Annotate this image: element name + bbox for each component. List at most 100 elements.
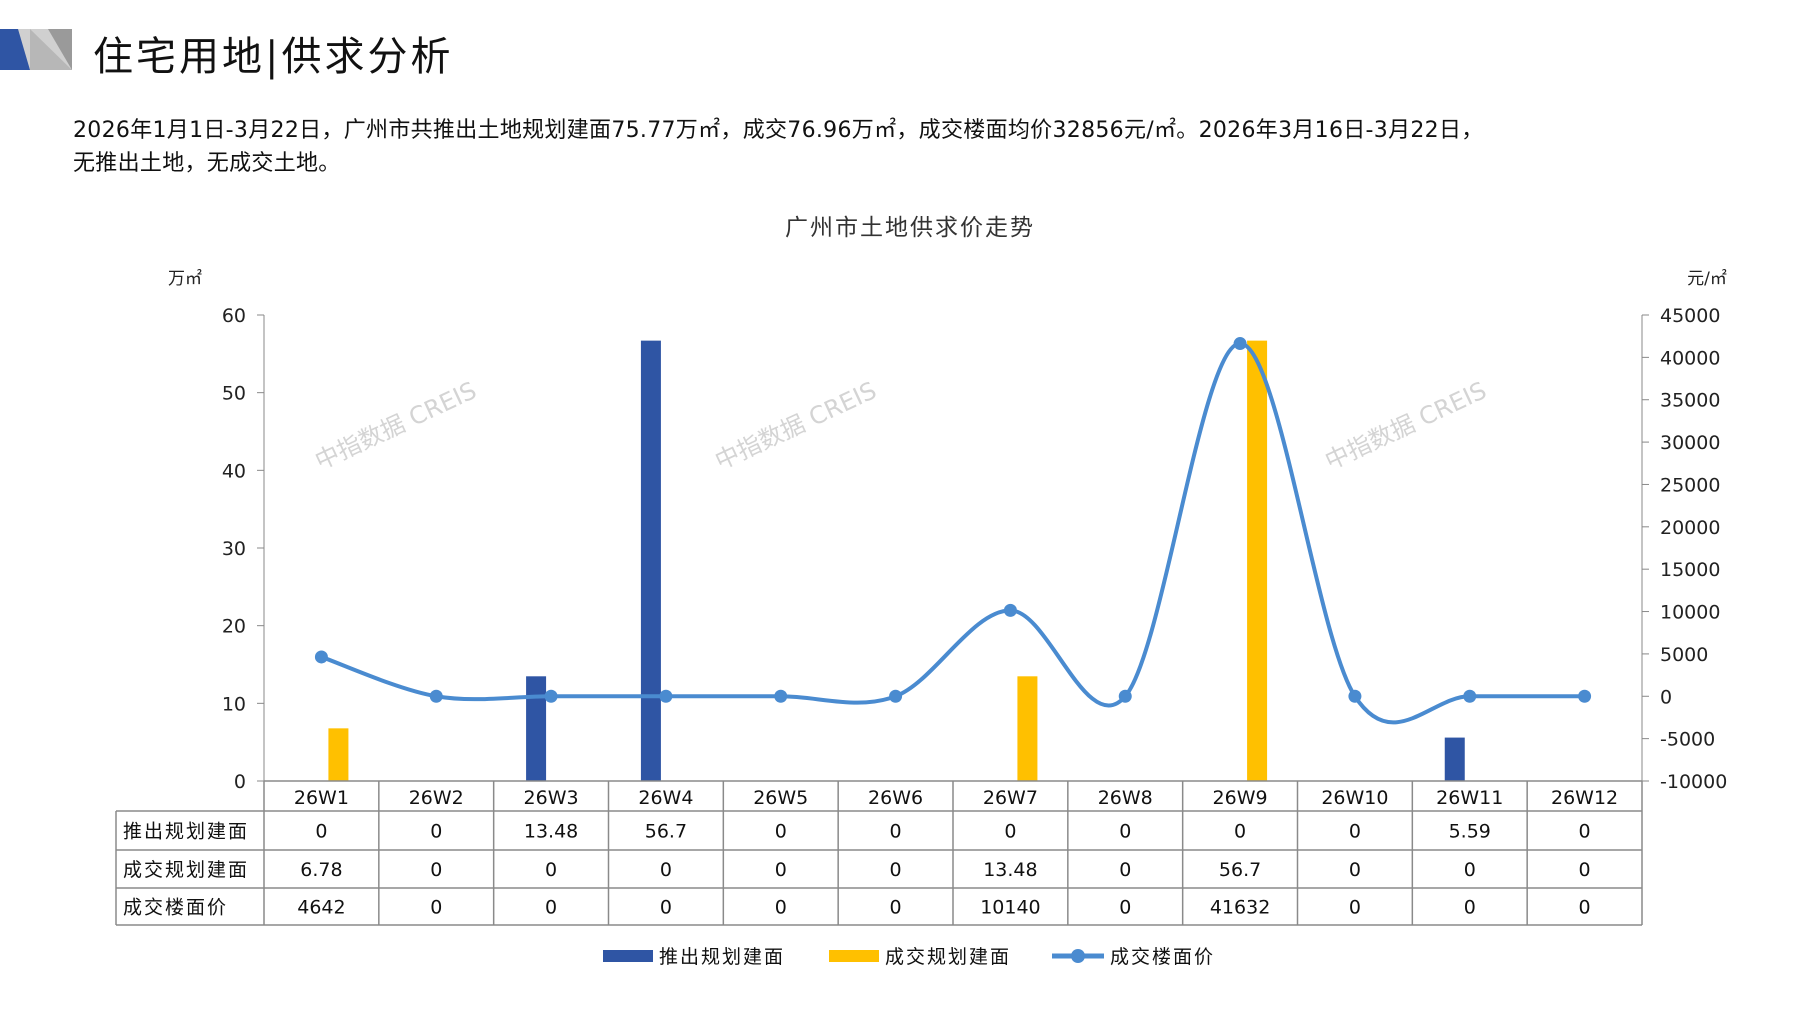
table-cell: 6.78 (300, 859, 342, 881)
price-line (320, 341, 1585, 725)
table-cell: 0 (1119, 821, 1131, 843)
watermark-text: 中指数据 CREIS (711, 376, 881, 475)
bar-supply-26W4 (640, 340, 661, 781)
table-cell: 0 (775, 821, 787, 843)
left-axis-unit: 万㎡ (168, 269, 202, 289)
table-header-cell: 26W2 (409, 787, 464, 809)
table-header-cell: 26W9 (1213, 787, 1268, 809)
table-cell: 0 (890, 897, 902, 919)
table-cell: 13.48 (524, 821, 578, 843)
price-point-26W12 (1578, 689, 1592, 703)
table-cell: 0 (1119, 897, 1131, 919)
table-cell: 0 (1234, 821, 1246, 843)
price-point-26W7 (1003, 603, 1017, 617)
price-point-26W5 (774, 689, 788, 703)
table-header-cell: 26W11 (1436, 787, 1503, 809)
logo-icon (0, 29, 72, 70)
right-tick-label: 10000 (1660, 602, 1720, 624)
left-tick-label: 40 (222, 460, 246, 482)
right-tick-label: 40000 (1660, 347, 1720, 369)
price-point-26W10 (1348, 689, 1362, 703)
table-cell: 56.7 (645, 821, 687, 843)
table-cell: 0 (890, 821, 902, 843)
table-cell: 0 (545, 897, 557, 919)
table-cell: 0 (775, 897, 787, 919)
right-axis-unit: 元/㎡ (1687, 269, 1727, 289)
summary-line-2: 无推出土地，无成交土地。 (73, 151, 341, 176)
table-row-label: 成交楼面价 (123, 897, 228, 919)
price-point-26W8 (1118, 689, 1132, 703)
table-cell: 13.48 (983, 859, 1037, 881)
legend-swatch-price-marker (1071, 949, 1085, 963)
watermark-text: 中指数据 CREIS (1321, 376, 1491, 475)
price-point-26W3 (544, 689, 558, 703)
price-point-26W9 (1233, 337, 1247, 351)
left-tick-label: 60 (222, 305, 246, 327)
right-tick-label: -10000 (1660, 771, 1727, 793)
right-tick-label: 45000 (1660, 305, 1720, 327)
table-cell: 0 (1579, 897, 1591, 919)
left-tick-label: 20 (222, 616, 246, 638)
table-header-cell: 26W1 (294, 787, 349, 809)
table-cell: 10140 (980, 897, 1040, 919)
table-header-cell: 26W3 (524, 787, 579, 809)
table-cell: 0 (315, 821, 327, 843)
legend-label-deal: 成交规划建面 (885, 946, 1011, 968)
table-header-cell: 26W8 (1098, 787, 1153, 809)
legend-label-supply: 推出规划建面 (659, 946, 785, 968)
bar-deal-26W9 (1247, 340, 1268, 781)
table-cell: 0 (430, 897, 442, 919)
price-point-26W1 (314, 650, 328, 664)
right-tick-label: 20000 (1660, 517, 1720, 539)
left-tick-label: 10 (222, 693, 246, 715)
table-cell: 0 (660, 859, 672, 881)
bar-supply-26W3 (526, 676, 547, 781)
right-tick-label: 35000 (1660, 390, 1720, 412)
table-cell: 0 (660, 897, 672, 919)
table-row-label: 成交规划建面 (123, 859, 249, 881)
right-tick-label: 0 (1660, 686, 1672, 708)
right-tick-label: -5000 (1660, 729, 1715, 751)
table-cell: 0 (890, 859, 902, 881)
table-cell: 0 (775, 859, 787, 881)
bar-deal-26W7 (1017, 676, 1038, 781)
table-header-cell: 26W6 (868, 787, 923, 809)
left-tick-label: 50 (222, 383, 246, 405)
left-tick-label: 30 (222, 538, 246, 560)
table-header-cell: 26W10 (1321, 787, 1388, 809)
table-header-cell: 26W5 (753, 787, 808, 809)
table-header-cell: 26W12 (1551, 787, 1618, 809)
price-point-26W11 (1463, 689, 1477, 703)
legend-label-price: 成交楼面价 (1110, 946, 1215, 968)
table-cell: 0 (1349, 821, 1361, 843)
table-cell: 0 (1464, 859, 1476, 881)
table-cell: 0 (1119, 859, 1131, 881)
legend-swatch-deal (829, 950, 879, 962)
table-cell: 0 (430, 821, 442, 843)
table-cell: 0 (1464, 897, 1476, 919)
summary-text: 2026年1月1日-3月22日，广州市共推出土地规划建面75.77万㎡，成交76… (73, 114, 1733, 180)
legend-swatch-supply (603, 950, 653, 962)
table-cell: 56.7 (1219, 859, 1261, 881)
page-title: 住宅用地|供求分析 (93, 34, 454, 80)
table-cell: 0 (1349, 859, 1361, 881)
watermark-text: 中指数据 CREIS (311, 376, 481, 475)
summary-line-1: 2026年1月1日-3月22日，广州市共推出土地规划建面75.77万㎡，成交76… (73, 118, 1484, 143)
bar-deal-26W1 (328, 728, 349, 781)
right-tick-label: 15000 (1660, 559, 1720, 581)
table-cell: 0 (430, 859, 442, 881)
table-cell: 4642 (297, 897, 345, 919)
table-cell: 0 (545, 859, 557, 881)
table-cell: 5.59 (1449, 821, 1491, 843)
price-point-26W6 (889, 689, 903, 703)
table-header-cell: 26W4 (638, 787, 693, 809)
table-cell: 0 (1349, 897, 1361, 919)
right-tick-label: 25000 (1660, 474, 1720, 496)
right-tick-label: 30000 (1660, 432, 1720, 454)
price-point-26W4 (659, 689, 673, 703)
table-cell: 0 (1579, 821, 1591, 843)
table-row-label: 推出规划建面 (123, 821, 249, 843)
chart-title: 广州市土地供求价走势 (785, 215, 1035, 241)
table-cell: 41632 (1210, 897, 1270, 919)
